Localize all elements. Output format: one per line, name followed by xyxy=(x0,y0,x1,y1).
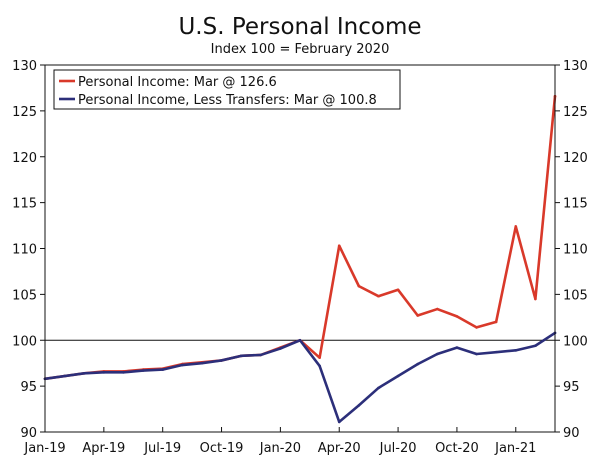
chart-title: U.S. Personal Income xyxy=(178,14,421,40)
series-2-point xyxy=(377,386,380,390)
series-line-2 xyxy=(43,331,557,424)
x-tick-label: Jul-19 xyxy=(143,441,181,456)
x-tick-label: Jan-19 xyxy=(23,441,65,456)
y-tick-label-right: 90 xyxy=(563,426,580,441)
series-1-point xyxy=(357,284,361,288)
y-tick-label-right: 110 xyxy=(563,243,588,258)
series-2-point xyxy=(82,371,86,375)
legend-box xyxy=(53,69,401,110)
chart-subtitle: Index 100 = February 2020 xyxy=(211,42,390,57)
y-tick-label-left: 130 xyxy=(12,59,37,74)
legend: Personal Income: Mar @ 126.6 Personal Inc… xyxy=(53,69,401,110)
y-tick-label-right: 95 xyxy=(563,380,580,395)
series-2-point xyxy=(298,338,302,342)
series-2-point xyxy=(141,369,145,372)
series-2-point xyxy=(318,364,321,368)
series-2-point xyxy=(436,352,439,356)
series-2-point xyxy=(200,361,204,365)
series-2-point xyxy=(161,368,164,371)
x-tick-label: Apr-20 xyxy=(318,441,361,456)
series-1-point xyxy=(337,244,341,248)
x-tick-label: Jan-20 xyxy=(259,441,301,456)
series-2-point xyxy=(475,352,478,356)
series-2-point xyxy=(416,362,419,366)
series-1-point xyxy=(455,315,459,318)
plot-frame xyxy=(44,64,556,433)
series-2-point xyxy=(63,374,66,378)
y-tick-label-right: 100 xyxy=(563,334,588,349)
x-tick-label: Jan-21 xyxy=(494,441,536,456)
series-1-point xyxy=(534,297,537,301)
y-tick-label-left: 90 xyxy=(20,426,37,441)
series-2-point xyxy=(122,371,125,374)
series-1-point xyxy=(436,307,439,311)
series-2-point xyxy=(220,359,223,362)
series-2-point xyxy=(259,353,263,357)
y-tick-label-left: 115 xyxy=(12,197,37,212)
y-tick-label-left: 100 xyxy=(12,334,37,349)
y-tick-label-right: 120 xyxy=(563,151,588,166)
x-tick-label: Oct-20 xyxy=(435,441,479,456)
y-tick-label-right: 105 xyxy=(563,288,588,303)
series-2-point xyxy=(239,354,243,358)
series-2-point xyxy=(455,346,459,349)
y-tick-label-right: 130 xyxy=(563,59,588,74)
series-1-point xyxy=(377,294,380,298)
series-1-point xyxy=(396,288,400,292)
series-2-point xyxy=(494,350,498,354)
series-2-point xyxy=(279,347,282,350)
series-2-point xyxy=(181,363,184,367)
series-2-point xyxy=(102,371,106,374)
series-1-point xyxy=(494,320,498,324)
series-line-1 xyxy=(43,94,557,381)
y-tick-label-left: 120 xyxy=(12,151,37,166)
y-tick-label-left: 125 xyxy=(12,105,37,120)
series-1-point xyxy=(416,314,419,317)
series-2-point xyxy=(534,344,537,348)
series-2-point xyxy=(514,349,518,352)
x-tick-label: Oct-19 xyxy=(200,441,244,456)
series-2-point xyxy=(357,404,361,407)
y-tick-label-left: 110 xyxy=(12,243,37,258)
series-1-point xyxy=(318,356,321,359)
legend-label-1: Personal Income: Mar @ 126.6 xyxy=(78,75,277,90)
series-2-point xyxy=(337,420,341,424)
y-tick-label-right: 115 xyxy=(563,197,588,212)
series-1-point xyxy=(514,225,518,228)
series-1-point xyxy=(475,326,478,329)
x-tick-label: Apr-19 xyxy=(82,441,125,456)
x-tick-label: Jul-20 xyxy=(379,441,417,456)
series-2-point xyxy=(396,374,400,378)
y-tick-label-left: 95 xyxy=(20,380,37,395)
legend-label-2: Personal Income, Less Transfers: Mar @ 1… xyxy=(78,93,377,108)
y-tick-label-left: 105 xyxy=(12,288,37,303)
y-tick-label-right: 125 xyxy=(563,105,588,120)
